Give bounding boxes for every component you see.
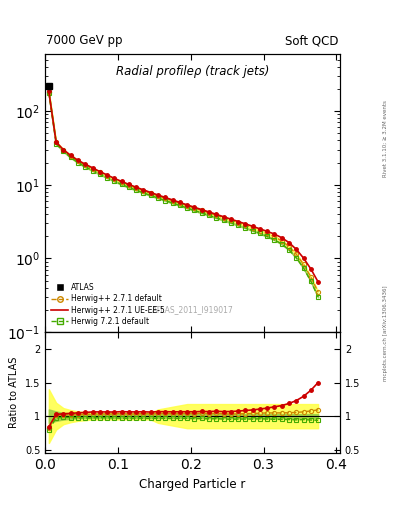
Text: Radial profileρ (track jets): Radial profileρ (track jets)	[116, 65, 269, 78]
Text: Soft QCD: Soft QCD	[285, 34, 339, 47]
X-axis label: Charged Particle r: Charged Particle r	[140, 478, 246, 490]
Legend: ATLAS, Herwig++ 2.7.1 default, Herwig++ 2.7.1 UE-EE-5, Herwig 7.2.1 default: ATLAS, Herwig++ 2.7.1 default, Herwig++ …	[49, 281, 167, 328]
Text: ATLAS_2011_I919017: ATLAS_2011_I919017	[152, 305, 233, 314]
Text: 7000 GeV pp: 7000 GeV pp	[46, 34, 123, 47]
Text: mcplots.cern.ch [arXiv:1306.3436]: mcplots.cern.ch [arXiv:1306.3436]	[383, 285, 387, 380]
Text: Rivet 3.1.10; ≥ 3.2M events: Rivet 3.1.10; ≥ 3.2M events	[383, 100, 387, 177]
Y-axis label: Ratio to ATLAS: Ratio to ATLAS	[9, 357, 19, 429]
